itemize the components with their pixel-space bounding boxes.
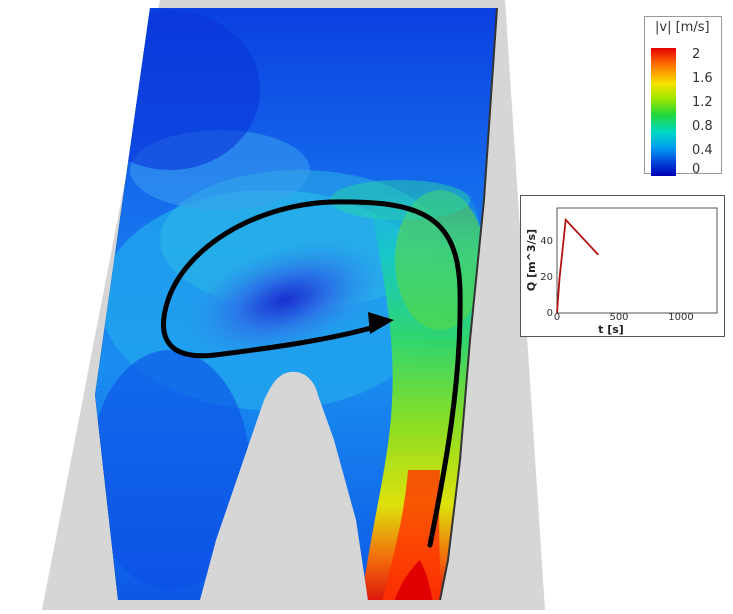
legend-tick: 2: [692, 47, 701, 62]
legend-tick: 1.2: [692, 95, 713, 110]
legend-tick: 0: [692, 162, 701, 177]
series-point: [556, 312, 558, 314]
series-point: [564, 219, 567, 221]
series-point: [558, 277, 561, 280]
legend-title: |v| [m/s]: [655, 20, 710, 35]
y-tick-label: 40: [540, 236, 553, 247]
legend-tick: 0.8: [692, 119, 713, 134]
y-tick-label: 20: [540, 272, 553, 283]
bg-left-white: [0, 0, 150, 610]
discharge-inset-chart: 0 500 1000 0 20 40 t [s] Q [m^3/s]: [520, 195, 725, 337]
series-point: [597, 253, 599, 256]
inset-chart-svg: 0 500 1000 0 20 40 t [s] Q [m^3/s]: [525, 207, 718, 336]
x-axis-label: t [s]: [598, 323, 624, 336]
plot-area: [556, 207, 718, 314]
legend-tick: 1.6: [692, 71, 713, 86]
legend-tick: 0.4: [692, 143, 713, 158]
circulation-arrow-head: [368, 312, 394, 334]
y-axis-label: Q [m^3/s]: [525, 229, 538, 291]
circulation-arrow: [161, 199, 463, 548]
x-tick-label: 500: [609, 312, 628, 323]
colorbar: [651, 48, 676, 176]
x-tick-label: 1000: [668, 312, 693, 323]
series-line: [556, 217, 599, 314]
x-tick-label: 0: [554, 312, 560, 323]
colorbar-legend: |v| [m/s] 2 1.6 1.2 0.8 0.4 0: [644, 16, 722, 177]
y-tick-label: 0: [547, 308, 553, 319]
